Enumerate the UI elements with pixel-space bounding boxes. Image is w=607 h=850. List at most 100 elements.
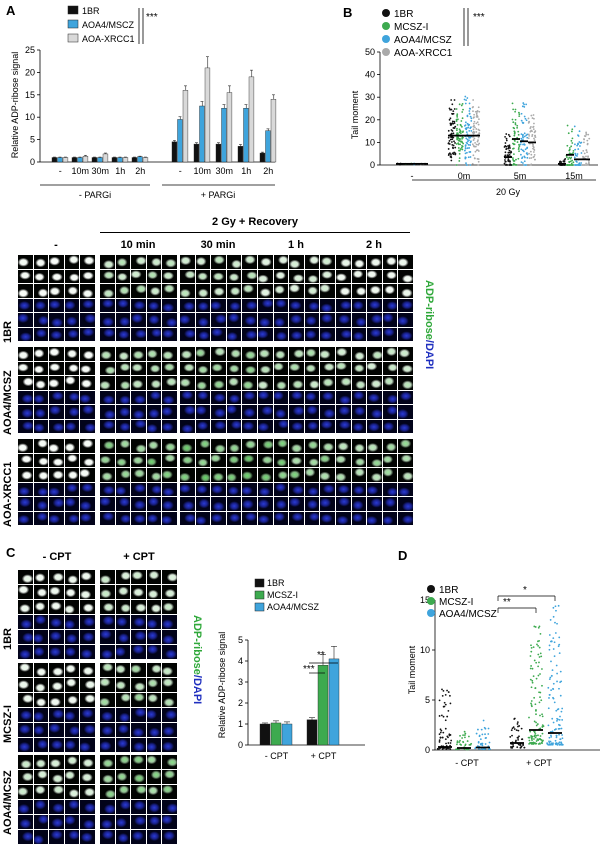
micrograph-cell: [80, 585, 95, 599]
micrograph-cell: [162, 361, 177, 375]
b-point: [466, 151, 468, 154]
b-point: [468, 110, 471, 112]
micrograph-cell: [398, 361, 413, 375]
b-point: [525, 119, 528, 122]
d-point: [442, 715, 445, 718]
micrograph-cell: [226, 468, 241, 482]
c-side-label-blue: /DAPI: [191, 674, 203, 705]
b-point: [453, 120, 456, 123]
micrograph-cell: [49, 405, 64, 419]
micrograph-cell: [211, 269, 226, 283]
micrograph-cell: [226, 298, 241, 312]
micrograph-cell: [18, 361, 33, 375]
micrograph-cell: [273, 405, 288, 419]
micrograph-cell: [351, 347, 366, 361]
micrograph-cell: [273, 284, 288, 298]
b-point: [586, 151, 588, 154]
b-point: [571, 142, 574, 144]
micrograph-cell: [351, 269, 366, 283]
b-point: [518, 115, 521, 117]
d-point: [517, 729, 520, 732]
micrograph-cell: [195, 453, 210, 467]
micrograph-cell: [131, 390, 146, 404]
b-point: [469, 156, 472, 158]
chart-a-group-2: + PARGi: [201, 190, 236, 200]
micrograph-cell: [382, 327, 397, 341]
b-point: [447, 148, 450, 150]
micrograph-cell: [115, 785, 130, 799]
micrograph-cell: [18, 600, 33, 614]
c-y-tick-label: 3: [238, 677, 243, 687]
micrograph-cell: [226, 482, 241, 496]
b-point: [520, 161, 523, 164]
micrograph-cell: [100, 347, 115, 361]
micrograph-cell: [115, 439, 130, 453]
b-point: [531, 133, 534, 136]
a-bar: [82, 155, 89, 163]
b-point: [518, 145, 521, 148]
b-point: [523, 135, 526, 138]
b-point: [508, 154, 511, 156]
micrograph-cell: [115, 468, 130, 482]
micrograph-cell: [100, 390, 115, 404]
micrograph-cell: [211, 497, 226, 511]
micrograph-cell: [33, 390, 48, 404]
micrograph-cell: [33, 327, 48, 341]
micrograph-cell: [49, 645, 64, 659]
micrograph-cell: [146, 497, 161, 511]
b-point: [585, 162, 588, 165]
b-point: [468, 129, 471, 132]
d-point: [510, 729, 513, 732]
micrograph-cell: [115, 708, 130, 722]
micrograph-cell: [336, 453, 351, 467]
a-y-tick-label: 15: [25, 90, 35, 100]
chart-c-sig-1: ***: [303, 664, 315, 675]
d-point: [554, 621, 556, 624]
b-point: [510, 150, 512, 153]
b-point: [478, 118, 480, 121]
d-point: [481, 733, 484, 736]
b-point: [467, 143, 470, 146]
b-point: [504, 159, 506, 161]
micrograph-cell: [162, 511, 177, 525]
micrograph-cell: [367, 453, 382, 467]
micrograph-cell: [351, 313, 366, 327]
micrograph-cell: [80, 376, 95, 390]
d-point: [550, 675, 553, 677]
micrograph-cell: [100, 630, 115, 644]
d-point: [558, 636, 561, 639]
micrograph-cell: [146, 327, 161, 341]
d-point: [537, 626, 540, 629]
b-point: [579, 164, 582, 166]
b-point: [476, 121, 479, 124]
a-bar: [221, 108, 227, 163]
micrograph-cell: [258, 405, 273, 419]
b-y-tick-label: 30: [365, 92, 375, 102]
micrograph-cell: [320, 361, 335, 375]
micrograph-cell: [180, 419, 195, 433]
a-category-label: 10m: [193, 166, 211, 176]
b-point: [584, 135, 587, 138]
b-point: [522, 122, 524, 125]
b-point: [461, 148, 464, 151]
b-point: [464, 124, 467, 127]
b-point: [511, 164, 514, 166]
micrograph-cell: [273, 482, 288, 496]
b-point: [475, 128, 478, 130]
d-point: [553, 728, 556, 731]
b-point: [454, 153, 457, 156]
micrograph-cell: [115, 630, 130, 644]
d-point: [438, 741, 441, 743]
micrograph-cell: [33, 645, 48, 659]
d-point: [538, 625, 541, 628]
b-point: [462, 108, 464, 111]
d-point: [481, 744, 484, 747]
micrograph-cell: [242, 482, 257, 496]
micrograph-cell: [100, 439, 115, 453]
micrograph-cell: [49, 511, 64, 525]
b-point: [514, 122, 517, 124]
b-point: [503, 162, 506, 165]
chart-c: Relative ADP-ribose signal 0 1 2 3 4 5 - CPT + …: [217, 578, 365, 761]
d-point: [516, 746, 519, 749]
b-point: [523, 103, 525, 106]
